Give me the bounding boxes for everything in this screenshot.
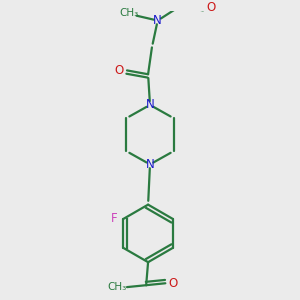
Text: CH₃: CH₃ — [119, 8, 139, 18]
Text: N: N — [153, 14, 162, 27]
Text: CH₃: CH₃ — [108, 282, 127, 292]
Text: N: N — [146, 98, 154, 111]
Text: O: O — [207, 1, 216, 13]
Text: N: N — [146, 158, 154, 171]
Text: O: O — [168, 277, 178, 290]
Text: F: F — [111, 212, 118, 225]
Text: O: O — [115, 64, 124, 77]
